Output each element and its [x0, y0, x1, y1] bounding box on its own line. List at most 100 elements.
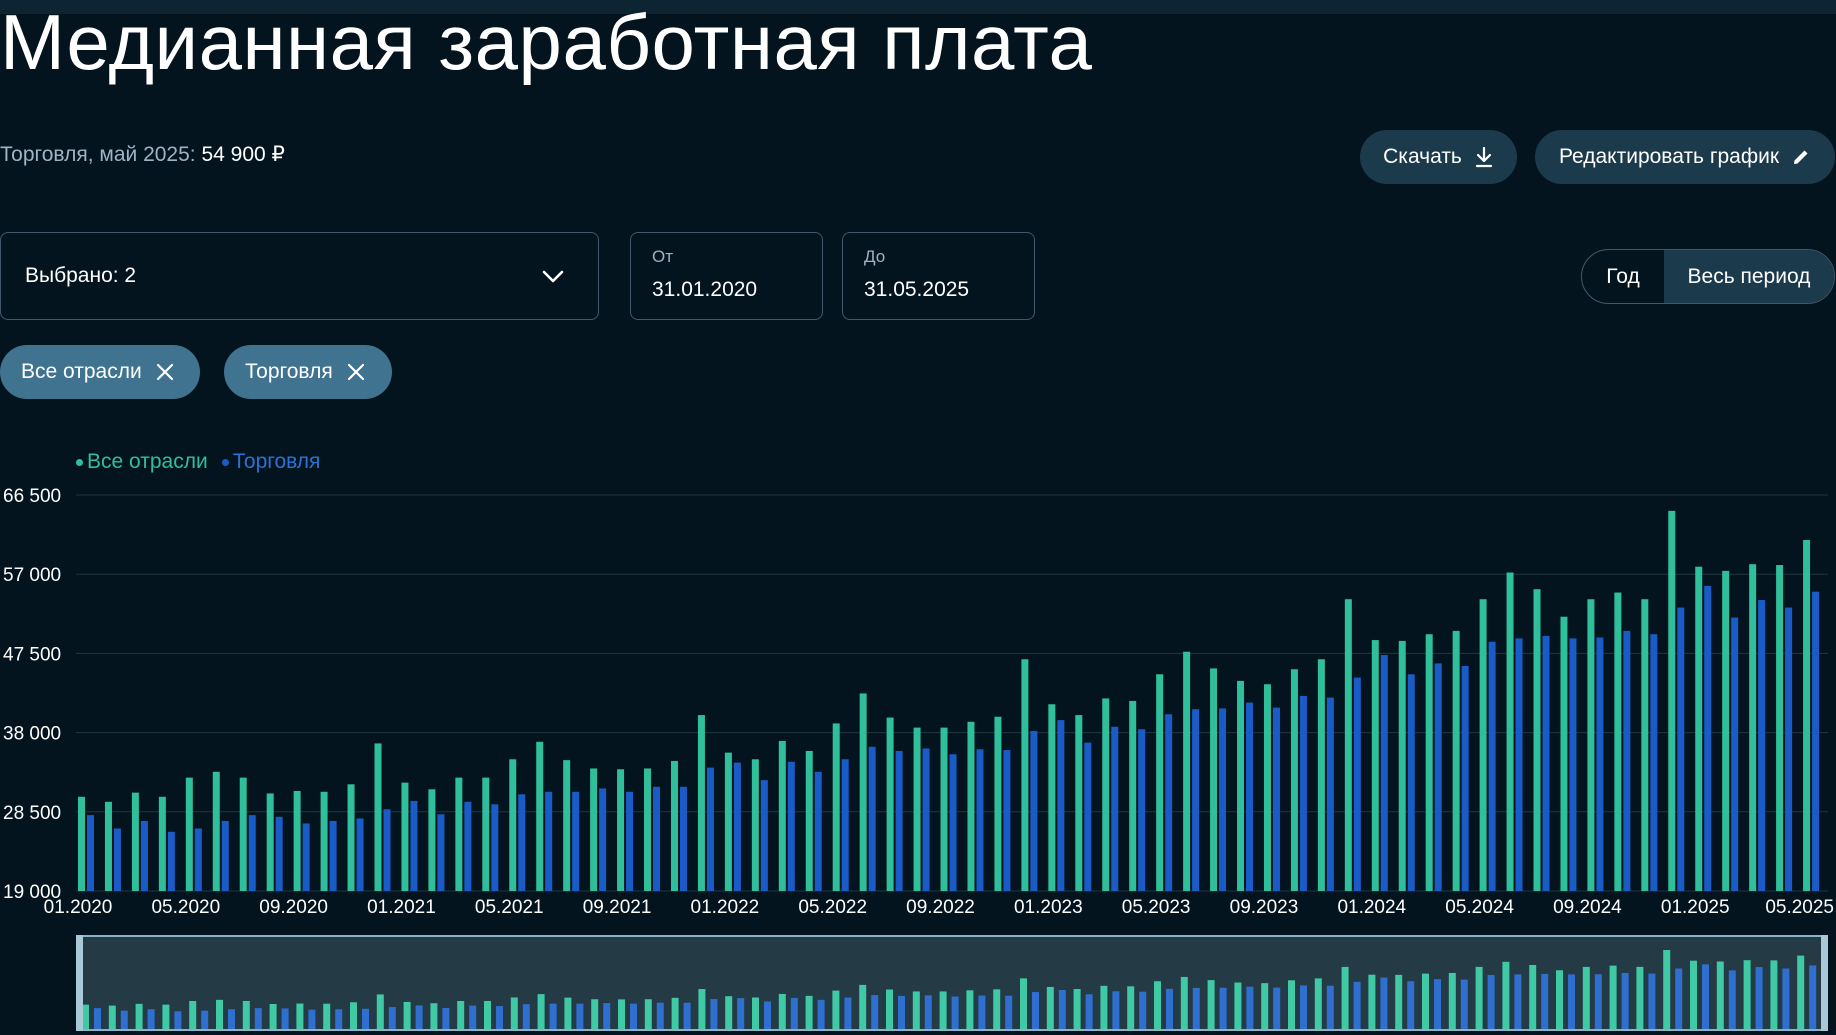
bar — [1183, 651, 1191, 891]
navigator-bar — [778, 993, 786, 1029]
navigator-bar — [564, 997, 572, 1029]
bar-chart: 19 000 28 500 38 000 47 500 57 000 66 500 01.2… — [3, 486, 1834, 918]
bar — [697, 715, 705, 891]
chip-all-industries[interactable]: Все отрасли — [0, 345, 200, 399]
navigator-bar — [1609, 965, 1617, 1029]
navigator-bar — [710, 999, 718, 1029]
navigator-bar — [752, 997, 759, 1029]
x-tick-label: 05.2023 — [1122, 897, 1191, 918]
bar — [572, 791, 580, 891]
navigator-bar — [549, 1003, 557, 1029]
navigator-bar — [1326, 985, 1334, 1029]
legend-item-trade[interactable]: Торговля — [221, 450, 320, 474]
chart-legend: Все отрасли Торговля — [76, 450, 320, 474]
navigator-bar — [898, 995, 905, 1029]
bar — [967, 721, 975, 891]
navigator-handle-left[interactable] — [76, 935, 83, 1031]
bar — [140, 820, 148, 891]
summary-value: 54 900 ₽ — [201, 143, 285, 166]
bar — [401, 782, 409, 891]
bar — [679, 786, 687, 891]
navigator-bar — [1434, 979, 1441, 1029]
navigator-bar — [817, 999, 825, 1029]
navigator-bar — [1112, 991, 1120, 1029]
bar — [482, 777, 490, 891]
close-icon[interactable] — [347, 363, 365, 381]
navigator-bar — [1273, 987, 1281, 1029]
bar — [1569, 638, 1577, 891]
range-navigator[interactable] — [76, 935, 1828, 1031]
navigator-bar — [790, 997, 798, 1029]
chip-trade[interactable]: Торговля — [224, 345, 392, 399]
period-option-year[interactable]: Год — [1606, 264, 1640, 288]
navigator-bar — [951, 996, 959, 1029]
navigator-bar — [1782, 968, 1790, 1029]
bar — [644, 768, 652, 891]
bar — [859, 693, 867, 891]
navigator-handle-right[interactable] — [1821, 935, 1828, 1031]
navigator-bar — [537, 994, 545, 1029]
navigator-bar — [1407, 981, 1415, 1029]
navigator-bar — [522, 1004, 530, 1029]
bar — [167, 831, 175, 891]
bar — [221, 820, 229, 891]
close-icon[interactable] — [156, 363, 174, 381]
navigator-bar — [1809, 965, 1817, 1029]
bar — [1812, 591, 1820, 891]
bar — [374, 743, 382, 891]
x-tick-label: 01.2022 — [691, 897, 760, 918]
navigator-bar — [886, 989, 893, 1029]
navigator-bar — [1728, 970, 1736, 1029]
bar — [1111, 726, 1119, 891]
navigator-bar — [844, 997, 852, 1029]
navigator-bar — [1314, 978, 1322, 1029]
bar — [239, 777, 247, 891]
bar — [194, 828, 202, 891]
bar — [1048, 704, 1056, 891]
date-to-field[interactable]: До 31.05.2025 — [842, 232, 1035, 320]
bar — [464, 801, 472, 891]
y-tick-label: 38 000 — [3, 724, 61, 745]
bar — [87, 815, 94, 891]
bar — [724, 752, 732, 891]
date-to-label: До — [864, 247, 886, 266]
navigator-bar — [469, 1005, 477, 1029]
date-to-value[interactable]: 31.05.2025 — [864, 278, 970, 301]
bar — [1102, 698, 1110, 891]
download-button[interactable]: Скачать — [1360, 130, 1517, 184]
date-from-value[interactable]: 31.01.2020 — [652, 278, 758, 301]
bar — [895, 750, 903, 891]
navigator-bar — [147, 1009, 155, 1029]
legend-item-all-industries[interactable]: Все отрасли — [76, 450, 208, 474]
industry-select-value: Выбрано: 2 — [25, 264, 137, 287]
x-tick-label: 01.2020 — [44, 897, 113, 918]
navigator-bar — [1261, 983, 1269, 1029]
edit-chart-button[interactable]: Редактировать график — [1535, 130, 1835, 184]
navigator-bar — [201, 1010, 209, 1029]
period-option-all[interactable]: Весь период — [1664, 250, 1834, 303]
navigator-bar — [1154, 981, 1161, 1029]
navigator-bar — [1139, 991, 1147, 1029]
period-toggle: Год Весь период — [1581, 249, 1835, 304]
bar — [913, 727, 921, 891]
x-tick-label: 01.2025 — [1661, 897, 1730, 918]
navigator-bar — [644, 999, 652, 1029]
navigator-bar — [362, 1008, 369, 1029]
x-tick-label: 09.2021 — [583, 897, 652, 918]
bar — [805, 750, 813, 891]
navigator-bar — [1353, 981, 1361, 1029]
navigator-bar — [296, 1003, 304, 1029]
bar — [1030, 730, 1038, 891]
industry-select[interactable]: Выбрано: 2 — [0, 232, 599, 320]
bar — [1317, 659, 1325, 891]
bar — [212, 771, 220, 891]
navigator-bar — [1288, 980, 1295, 1029]
y-tick-label: 66 500 — [3, 486, 61, 507]
bar — [1407, 674, 1415, 891]
bar — [1290, 669, 1298, 891]
bar — [1299, 695, 1307, 891]
x-tick-label: 09.2024 — [1553, 897, 1622, 918]
navigator-bar — [108, 1005, 116, 1029]
date-from-field[interactable]: От 31.01.2020 — [630, 232, 823, 320]
bar — [185, 777, 193, 891]
